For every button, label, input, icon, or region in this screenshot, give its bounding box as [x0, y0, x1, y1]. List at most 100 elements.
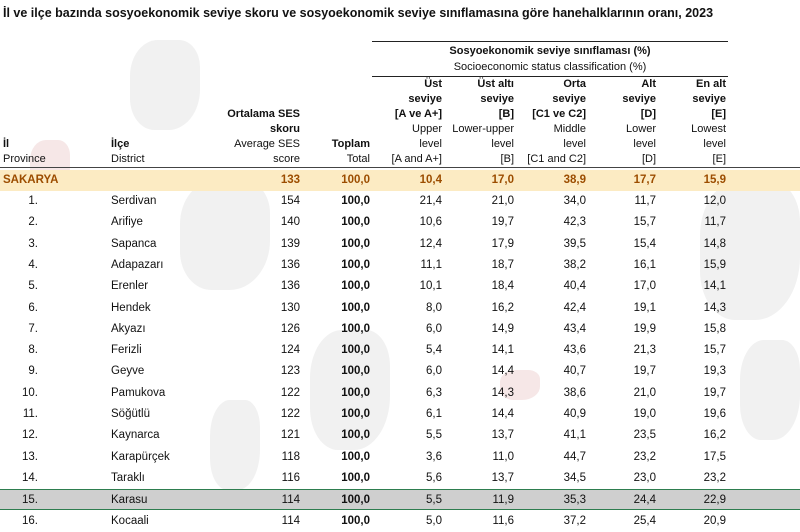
cell-rank: 11. — [22, 408, 38, 420]
cell-a: 5,5 — [426, 494, 442, 507]
table-row: 3. Sapanca 139 100,0 12,4 17,9 39,5 15,4 14,8 — [0, 234, 800, 255]
header-d-l4: Lower — [626, 123, 656, 135]
cell-b: 14,3 — [491, 386, 514, 399]
cell-c: 42,4 — [563, 301, 586, 314]
cell-e: 11,7 — [704, 216, 726, 229]
cell-name: Kocaali — [111, 514, 149, 527]
header-il: İl Province — [3, 137, 46, 167]
cell-c: 35,3 — [563, 494, 586, 507]
cell-ses: 122 — [280, 386, 300, 399]
cell-toplam: 100,0 — [341, 280, 370, 293]
province-row: SAKARYA 133 100,0 10,4 17,0 38,9 17,7 15… — [0, 170, 800, 191]
cell-name: Karapürçek — [111, 450, 170, 463]
cell-c: 40,4 — [563, 280, 586, 293]
cell-e: 14,8 — [703, 237, 726, 250]
cell-toplam: 100,0 — [341, 237, 370, 250]
cell-toplam: 100,0 — [341, 494, 370, 507]
header-d-l6: [D] — [641, 153, 656, 165]
table-row: 11. Söğütlü 122 100,0 6,1 14,4 40,9 19,0 19,6 — [0, 404, 800, 425]
header-ilce: İlçe District — [111, 137, 145, 167]
cell-ses: 136 — [280, 258, 300, 271]
cell-name: Söğütlü — [111, 408, 151, 420]
header-ses-en2: score — [273, 153, 300, 165]
cell-rank: 1. — [28, 195, 38, 207]
cell-a: 12,4 — [419, 237, 442, 250]
header-b-l6: [B] — [500, 153, 514, 165]
cell-name: Karasu — [111, 494, 148, 507]
cell-a: 10,6 — [419, 216, 442, 229]
cell-a: 6,0 — [426, 365, 442, 378]
cell-toplam: 100,0 — [341, 322, 370, 335]
cell-name: Erenler — [111, 280, 149, 293]
cell-toplam: 100,0 — [341, 216, 370, 229]
cell-a: 6,1 — [426, 408, 442, 420]
cell-b: 21,0 — [491, 195, 514, 207]
table-row: 12. Kaynarca 121 100,0 5,5 13,7 41,1 23,5 16,2 — [0, 425, 800, 446]
table-row: 5. Erenler 136 100,0 10,1 18,4 40,4 17,0 14,1 — [0, 276, 800, 297]
cell-b: 11,6 — [492, 514, 514, 527]
header-level-d: Alt seviye [D] Lower level [D] — [586, 77, 656, 167]
cell-ses: 154 — [280, 195, 300, 207]
cell-name: Serdivan — [111, 195, 157, 207]
cell-b: 14,9 — [491, 322, 514, 335]
cell-c: 39,5 — [563, 237, 586, 250]
page-title: İl ve ilçe bazında sosyoekonomik seviye … — [3, 6, 714, 20]
header-level-a: Üst seviye [A ve A+] Upper level [A and … — [370, 77, 442, 167]
cell-ses: 114 — [281, 494, 300, 507]
header-b-l3: [B] — [498, 108, 514, 120]
cell-d: 19,7 — [633, 365, 656, 378]
header-level-b: Üst altı seviye [B] Lower-upper level [B… — [442, 77, 514, 167]
cell-b: 14,1 — [491, 344, 514, 357]
cell-e: 14,3 — [703, 301, 726, 314]
header-a-l4: Upper — [412, 123, 442, 135]
header-toplam: Toplam Total — [300, 137, 370, 167]
cell-ses: 139 — [280, 237, 300, 250]
cell-name: Hendek — [111, 301, 151, 314]
table-row: 6. Hendek 130 100,0 8,0 16,2 42,4 19,1 14,3 — [0, 298, 800, 319]
cell-d: 21,0 — [633, 386, 656, 399]
cell-c: 42,3 — [563, 216, 586, 229]
cell-ses: 136 — [280, 280, 300, 293]
background-map-shape — [740, 340, 800, 440]
header-ilce-tr: İlçe — [111, 138, 130, 150]
cell-b: 18,4 — [491, 280, 514, 293]
header-a-l1: Üst — [424, 78, 442, 90]
table-row: 1. Serdivan 154 100,0 21,4 21,0 34,0 11,7 12,0 — [0, 191, 800, 212]
cell-a: 21,4 — [419, 195, 442, 207]
background-map-shape — [180, 180, 270, 290]
cell-rank: 3. — [28, 237, 38, 250]
cell-e: 22,9 — [703, 494, 726, 507]
cell-ses: 116 — [281, 471, 300, 484]
header-ses-en1: Average SES — [234, 138, 300, 150]
header-toplam-tr: Toplam — [331, 138, 370, 150]
header-c-l3: [C1 ve C2] — [532, 108, 586, 120]
cell-name: Arifiye — [111, 216, 143, 229]
header-d-l3: [D] — [640, 108, 656, 120]
cell-rank: 15. — [22, 494, 38, 507]
header-ses-tr2: skoru — [270, 123, 300, 135]
cell-d: 15,7 — [633, 216, 656, 229]
cell-a: 5,0 — [426, 514, 442, 527]
header-d-l1: Alt — [641, 78, 656, 90]
cell-rank: 7. — [28, 322, 38, 335]
background-map-shape — [130, 40, 200, 130]
cell-e: 19,7 — [703, 386, 726, 399]
header-a-l3: [A ve A+] — [394, 108, 442, 120]
cell-c: 38,6 — [563, 386, 586, 399]
cell-rank: 14. — [22, 471, 38, 484]
cell-b: 13,7 — [491, 429, 514, 442]
cell-e: 23,2 — [703, 471, 726, 484]
cell-a: 8,0 — [426, 301, 442, 314]
header-d-l5: level — [633, 138, 656, 150]
cell-rank: 4. — [28, 258, 38, 271]
header-e-l3: [E] — [711, 108, 726, 120]
province-b: 17,0 — [491, 174, 514, 186]
table-row: 16. Kocaali 114 100,0 5,0 11,6 37,2 25,4 20,9 — [0, 511, 800, 532]
group-header-rule — [372, 76, 728, 77]
table-row: 7. Akyazı 126 100,0 6,0 14,9 43,4 19,9 15,8 — [0, 319, 800, 340]
cell-b: 14,4 — [491, 365, 514, 378]
table-row: 15. Karasu 114 100,0 5,5 11,9 35,3 24,4 22,9 — [0, 489, 800, 511]
cell-d: 15,4 — [633, 237, 656, 250]
header-e-l4: Lowest — [691, 123, 726, 135]
header-e-l1: En alt — [696, 78, 726, 90]
